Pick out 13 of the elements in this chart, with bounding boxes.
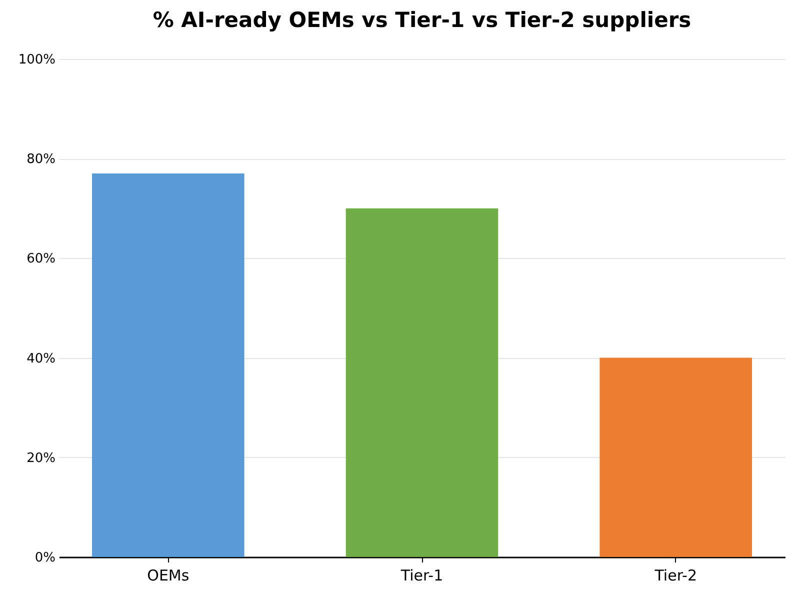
bar [346, 208, 498, 557]
bar [92, 174, 244, 557]
bar [600, 358, 752, 557]
x-tick-label: Tier-1 [400, 566, 444, 584]
x-tick-label: OEMs [147, 566, 190, 584]
y-tick-label: 80% [26, 152, 56, 168]
y-tick-label: 60% [26, 252, 56, 267]
y-tick-label: 40% [26, 351, 56, 366]
y-tick-label: 20% [26, 450, 56, 466]
y-tick-label: 100% [18, 52, 56, 68]
y-tick-label: 0% [34, 550, 56, 566]
x-tick-label: Tier-2 [654, 566, 697, 584]
chart-title: % AI-ready OEMs vs Tier-1 vs Tier-2 suppliers [152, 8, 692, 32]
